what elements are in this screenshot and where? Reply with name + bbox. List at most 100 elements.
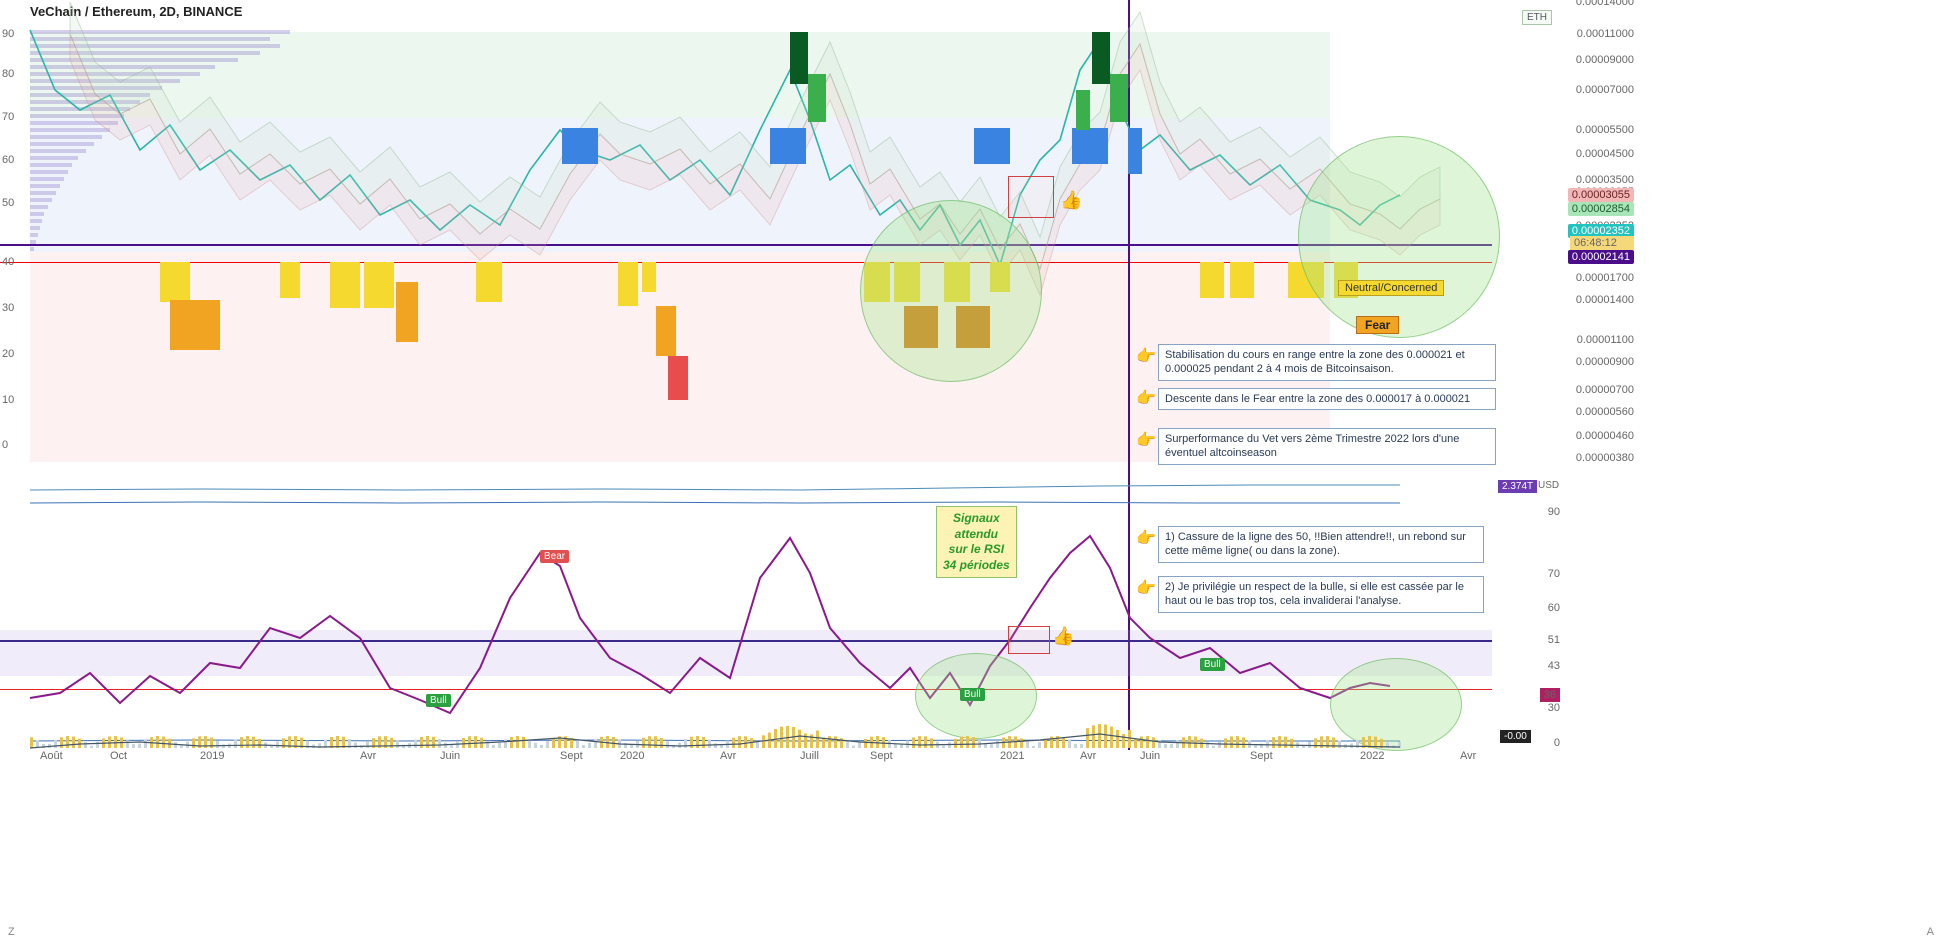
- analysis-note: Stabilisation du cours en range entre la…: [1158, 344, 1496, 381]
- rsi-tick: 0: [1554, 737, 1560, 749]
- y-left-tick: 50: [2, 197, 14, 209]
- fear-label: Fear: [1356, 316, 1399, 334]
- time-axis: Août Oct 2019 Avr Juin Sept 2020 Avr Juill Sept 20…: [0, 750, 1492, 770]
- y-left-tick: 20: [2, 348, 14, 360]
- thumbs-up-icon: 👍: [1060, 190, 1082, 211]
- y-right-tick: 0.00001400: [1576, 294, 1634, 306]
- sentiment-block: [770, 128, 806, 164]
- time-axis-tick: 2020: [620, 750, 644, 762]
- y-left-tick: 10: [2, 394, 14, 406]
- time-axis-tick: Sept: [560, 750, 583, 762]
- y-right-tick: 0.00007000: [1576, 84, 1634, 96]
- usd-axis-label: USD: [1538, 480, 1559, 491]
- sentiment-block: [974, 128, 1010, 164]
- time-axis-tick: 2022: [1360, 750, 1384, 762]
- y-right-tick: 0.00003500: [1576, 174, 1634, 186]
- sentiment-block: [330, 262, 360, 308]
- pointing-hand-icon: 👉: [1136, 388, 1156, 408]
- time-axis-tick: Avr: [720, 750, 736, 762]
- y-axis-right-price: 0.00014000 0.00011000 0.00009000 0.00007000…: [1570, 0, 1634, 478]
- y-left-tick: 0: [2, 439, 8, 451]
- highlight-rect: [1008, 176, 1054, 218]
- sentiment-block: [808, 74, 826, 122]
- y-right-tick: 0.00005500: [1576, 124, 1634, 136]
- time-axis-tick: Sept: [870, 750, 893, 762]
- time-axis-tick: Août: [40, 750, 63, 762]
- sentiment-block: [562, 128, 598, 164]
- time-axis-tick: Avr: [1460, 750, 1476, 762]
- sentiment-block: [618, 262, 638, 306]
- y-right-tick: 0.00004500: [1576, 148, 1634, 160]
- y-right-tick: 0.00014000: [1576, 0, 1634, 8]
- rsi-analysis-note: 2) Je privilégie un respect de la bulle,…: [1158, 576, 1484, 613]
- signaux-box: Signauxattendusur le RSI34 périodes: [936, 506, 1017, 578]
- sentiment-block: [1092, 32, 1110, 84]
- time-axis-tick: 2021: [1000, 750, 1024, 762]
- rsi-tick: 70: [1548, 568, 1560, 580]
- analysis-note: Surperformance du Vet vers 2ème Trimestr…: [1158, 428, 1496, 465]
- time-axis-tick: Juin: [1140, 750, 1160, 762]
- rsi-panel[interactable]: 👍BullBullBullBearSignauxattendusur le RS…: [0, 498, 1492, 748]
- sentiment-block: [1230, 262, 1254, 298]
- price-level-tag: 0.00002141: [1568, 250, 1634, 264]
- sentiment-block: [170, 300, 220, 350]
- analysis-note: Descente dans le Fear entre la zone des …: [1158, 388, 1496, 410]
- y-left-tick: 60: [2, 154, 14, 166]
- y-left-tick: 80: [2, 68, 14, 80]
- time-axis-tick: Avr: [1080, 750, 1096, 762]
- sentiment-block: [642, 262, 656, 292]
- rsi-tick: 43: [1548, 660, 1560, 672]
- y-left-tick: 40: [2, 256, 14, 268]
- sentiment-block: [1072, 128, 1108, 164]
- sentiment-block: [396, 282, 418, 342]
- price-level-tag: 0.00002854: [1568, 202, 1634, 216]
- y-left-tick: 70: [2, 111, 14, 123]
- bull-tag: Bull: [960, 688, 985, 701]
- y-right-tick: 0.00000560: [1576, 406, 1634, 418]
- neutral-concerned-label: Neutral/Concerned: [1338, 280, 1444, 296]
- bull-tag: Bull: [1200, 658, 1225, 671]
- thumbs-up-icon: 👍: [1052, 626, 1074, 647]
- time-axis-tick: Oct: [110, 750, 127, 762]
- y-right-tick: 0.00009000: [1576, 54, 1634, 66]
- rsi-tick: 90: [1548, 506, 1560, 518]
- time-axis-tick: Juill: [800, 750, 819, 762]
- sentiment-block: [790, 32, 808, 84]
- rsi-tick: 51: [1548, 634, 1560, 646]
- y-right-tick: 0.00001100: [1577, 334, 1634, 346]
- highlight-circle: [860, 200, 1042, 382]
- corner-z-label: Z: [8, 926, 15, 938]
- y-axis-right-pct: [1500, 0, 1570, 478]
- time-axis-tick: Juin: [440, 750, 460, 762]
- bear-tag: Bear: [540, 550, 569, 563]
- rsi-tick: 30: [1548, 702, 1560, 714]
- y-right-tick: 0.00000380: [1576, 452, 1634, 464]
- sentiment-block: [668, 356, 688, 400]
- rsi-upper-bound: [30, 502, 1400, 503]
- pointing-hand-icon: 👉: [1136, 346, 1156, 366]
- rsi-y-axis: 907060514330036: [1500, 498, 1560, 748]
- main-price-panel[interactable]: 9080706050403020100 👍Neutral/ConcernedFe…: [0, 0, 1492, 478]
- price-level-tag: 0.00003055: [1568, 188, 1634, 202]
- y-left-tick: 30: [2, 302, 14, 314]
- sentiment-block: [1076, 90, 1090, 130]
- sentiment-block: [656, 306, 676, 356]
- sentiment-block: [1128, 128, 1142, 174]
- y-right-tick: 0.00000700: [1576, 384, 1634, 396]
- sentiment-block: [280, 262, 300, 298]
- time-axis-tick: 2019: [200, 750, 224, 762]
- volume-histogram: [0, 720, 1492, 750]
- sentiment-block: [364, 262, 394, 308]
- price-cloud-upper: [70, 2, 1440, 269]
- usd-value-tag: 2.374T: [1498, 480, 1537, 493]
- y-right-tick: 0.00000460: [1576, 430, 1634, 442]
- sentiment-block: [476, 262, 502, 302]
- sentiment-block: [160, 262, 190, 302]
- pointing-hand-icon: 👉: [1136, 430, 1156, 450]
- highlight-circle: [1298, 136, 1500, 338]
- usd-minichart: [0, 480, 1492, 496]
- rsi-current-tag: 36: [1540, 688, 1560, 702]
- rsi-highlight-rect: [1008, 626, 1050, 654]
- y-right-tick: 0.00011000: [1577, 28, 1634, 40]
- time-axis-tick: Sept: [1250, 750, 1273, 762]
